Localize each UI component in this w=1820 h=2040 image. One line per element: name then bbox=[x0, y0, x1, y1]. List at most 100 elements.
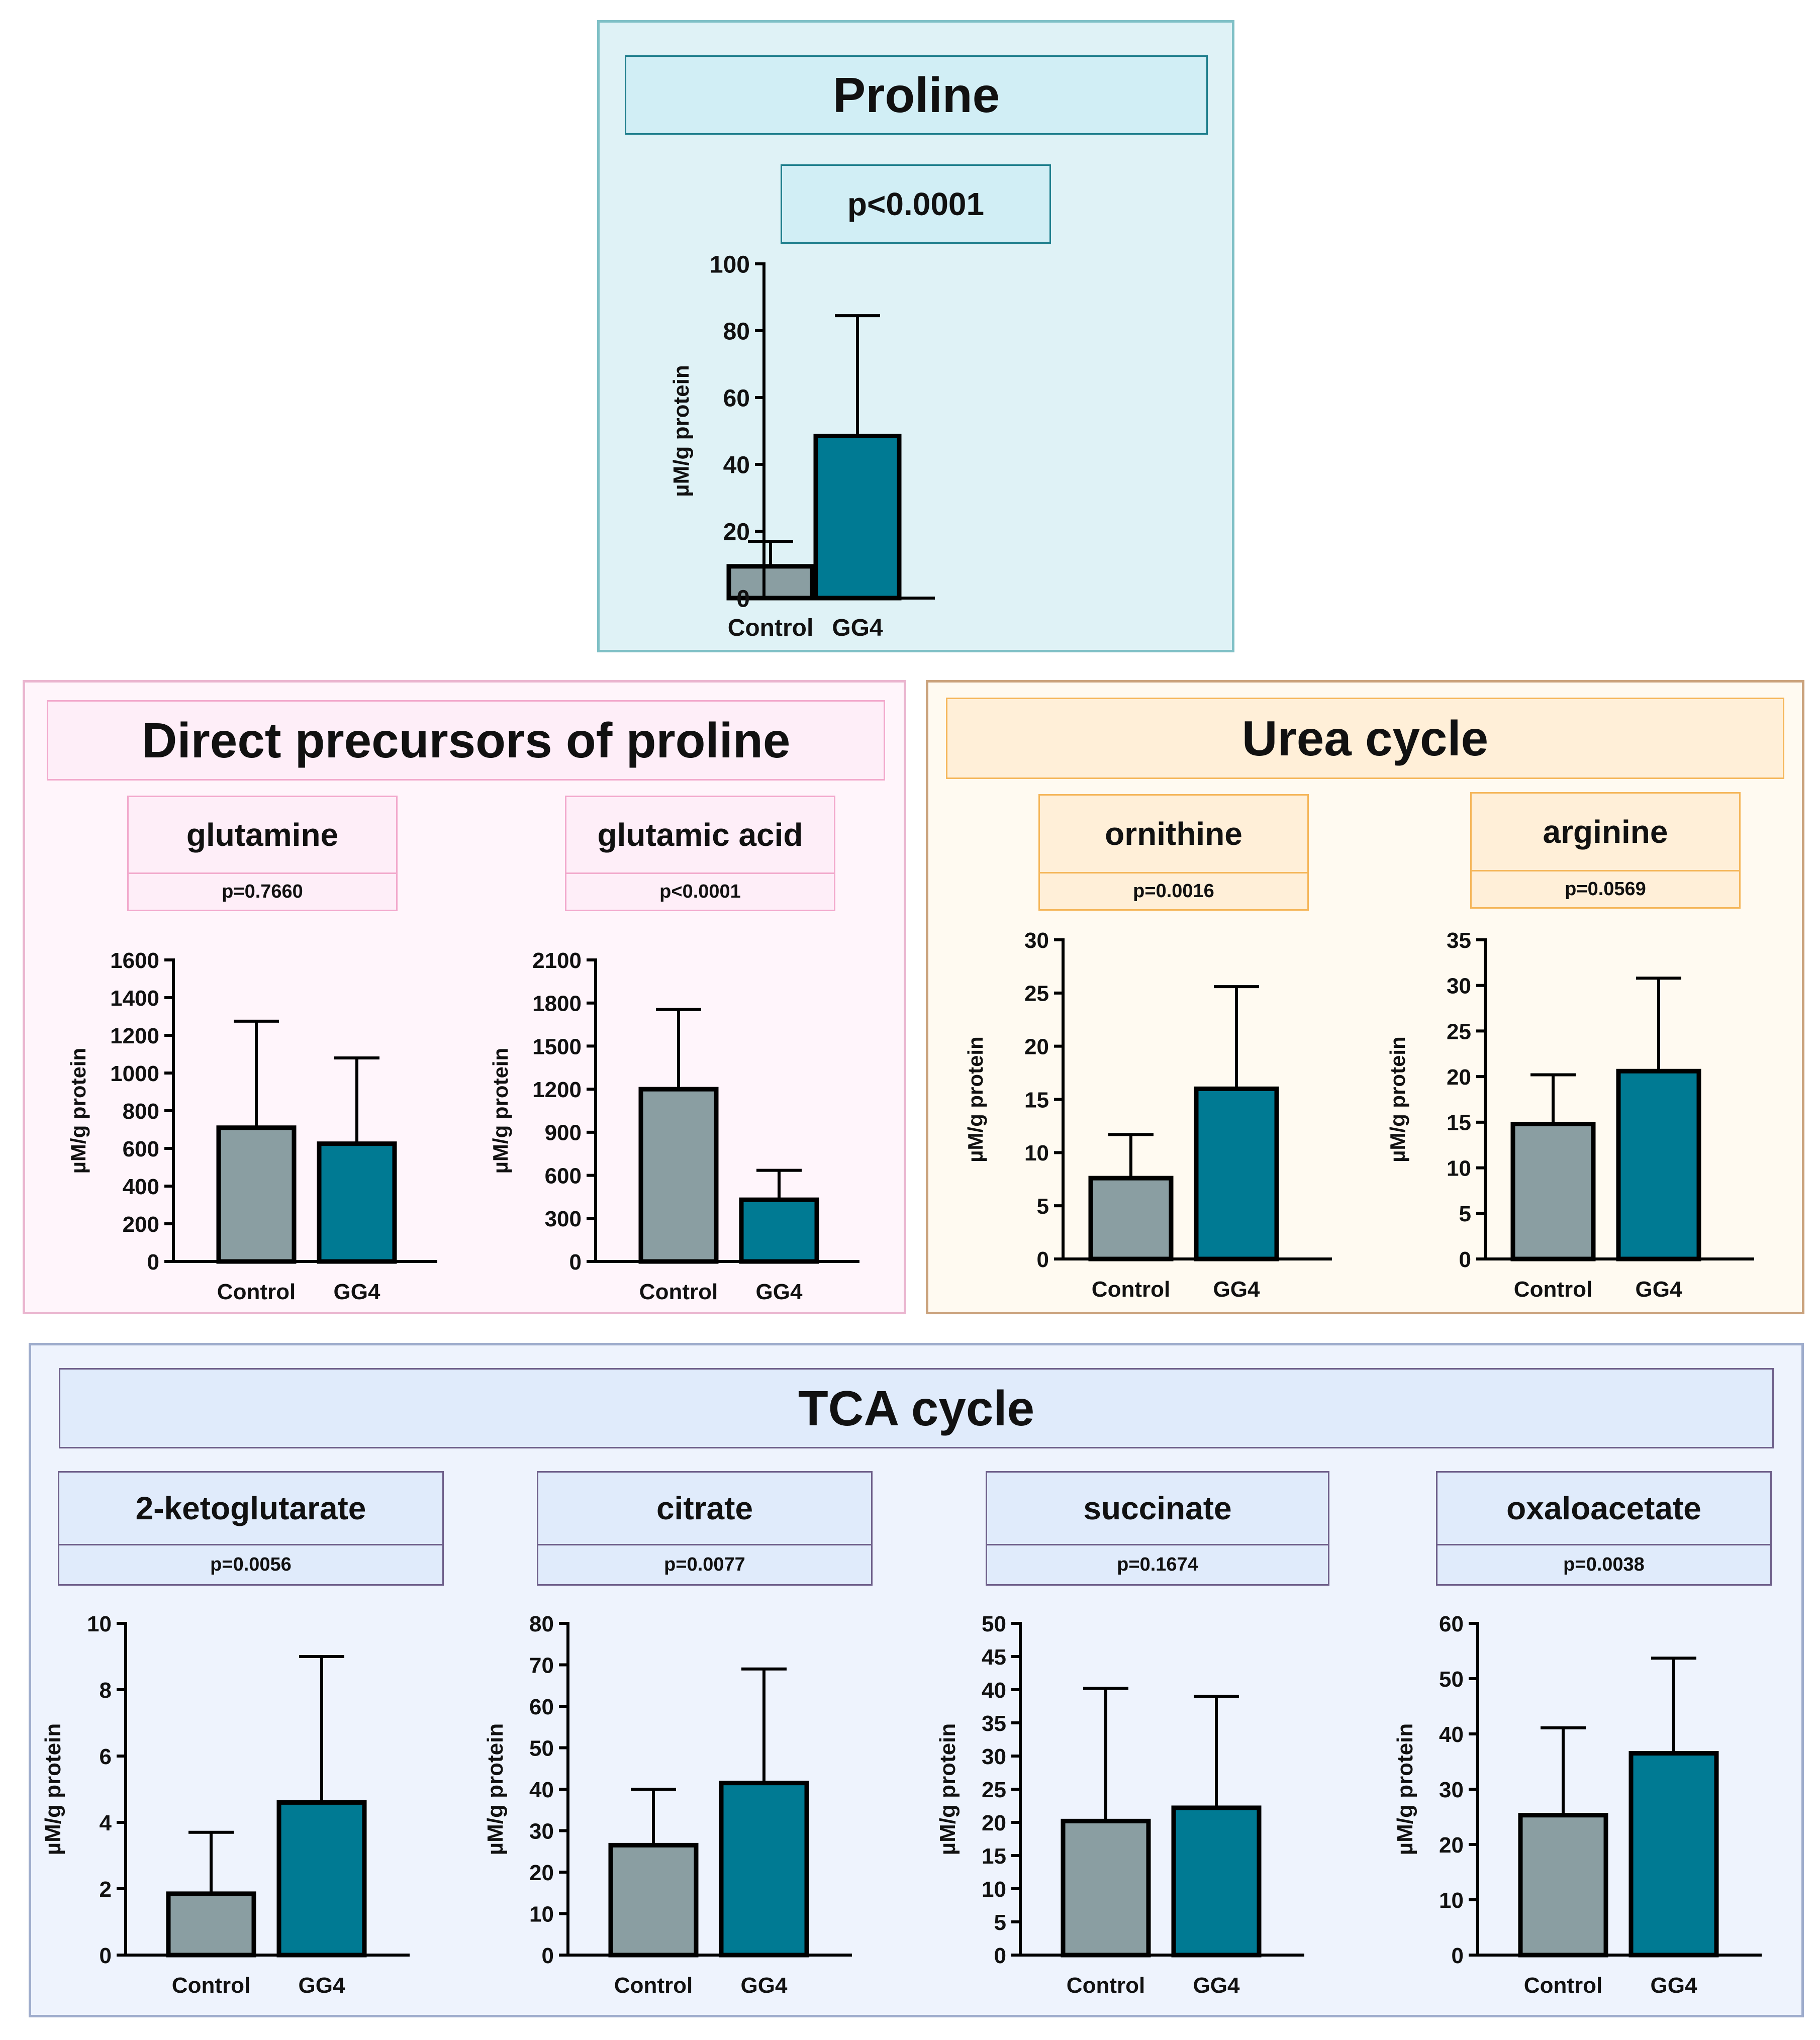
ornithine-x-tick-label: GG4 bbox=[1213, 1277, 1260, 1302]
2-ketoglutarate-header: 2-ketoglutarate p=0.0056 bbox=[58, 1471, 444, 1586]
glutamic-acid-bar-control bbox=[638, 1087, 719, 1264]
oxaloacetate-y-tick-label: 30 bbox=[1439, 1778, 1464, 1802]
glutamic-acid-y-tick-label: 900 bbox=[545, 1121, 582, 1145]
citrate-bar-control bbox=[608, 1842, 699, 1958]
succinate-y-tick-label: 15 bbox=[982, 1844, 1006, 1869]
2-ketoglutarate-x-tick-label: GG4 bbox=[299, 1973, 345, 1998]
proline-y-tick-label: 80 bbox=[723, 318, 750, 345]
succinate-y-tick-label: 40 bbox=[982, 1678, 1006, 1703]
succinate-y-tick-label: 5 bbox=[994, 1910, 1006, 1935]
glutamine-bar-gg4 bbox=[317, 1141, 397, 1264]
succinate-y-tick-label: 10 bbox=[982, 1877, 1006, 1902]
arginine-chart: Control GG4 0 5 10 15 20 25 30 35 µM/g protein bbox=[1386, 928, 1754, 1302]
citrate-y-tick-label: 20 bbox=[529, 1861, 554, 1885]
urea-section-title: Urea cycle bbox=[946, 698, 1784, 779]
proline-chart: Control GG4 0 20 40 60 80 100 µM/g protein bbox=[669, 251, 935, 641]
proline-y-tick-label: 0 bbox=[736, 586, 750, 612]
oxaloacetate-title: oxaloacetate bbox=[1506, 1490, 1701, 1526]
glutamine-p-value: p=0.7660 bbox=[129, 872, 396, 910]
glutamine-y-tick-label: 1400 bbox=[110, 986, 159, 1011]
glutamic-acid-y-tick-label: 2100 bbox=[532, 948, 582, 973]
succinate-bar-control bbox=[1061, 1818, 1151, 1958]
2-ketoglutarate-y-tick-label: 0 bbox=[100, 1944, 112, 1968]
glutamic-acid-chart: Control GG4 0 300 600 900 1200 1500 1800 2100 µM/g… bbox=[489, 948, 859, 1304]
proline-x-tick-label: GG4 bbox=[832, 615, 883, 641]
arginine-x-tick-label: GG4 bbox=[1636, 1277, 1682, 1302]
ornithine-title: ornithine bbox=[1105, 816, 1242, 852]
proline-y-tick-label: 100 bbox=[710, 251, 750, 278]
succinate-y-tick-label: 50 bbox=[982, 1612, 1006, 1636]
oxaloacetate-bar-gg4 bbox=[1629, 1751, 1719, 1958]
glutamic-acid-title: glutamic acid bbox=[597, 817, 803, 853]
citrate-y-tick-label: 40 bbox=[529, 1778, 554, 1802]
succinate-x-tick-label: GG4 bbox=[1193, 1973, 1240, 1998]
succinate-y-tick-label: 35 bbox=[982, 1711, 1006, 1736]
oxaloacetate-y-tick-label: 10 bbox=[1439, 1888, 1464, 1913]
2-ketoglutarate-chart: Control GG4 0 2 4 6 8 10 µM/g protein bbox=[41, 1612, 410, 1998]
succinate-y-tick-label: 45 bbox=[982, 1645, 1006, 1670]
arginine-bar-control bbox=[1510, 1121, 1596, 1261]
glutamine-chart: Control GG4 0 200 400 600 800 1000 1200 1400 1600 µ… bbox=[66, 948, 437, 1304]
ornithine-y-axis-label: µM/g protein bbox=[964, 1036, 987, 1162]
glutamic-acid-p-value: p<0.0001 bbox=[566, 872, 834, 910]
oxaloacetate-y-tick-label: 50 bbox=[1439, 1667, 1464, 1692]
citrate-y-tick-label: 10 bbox=[529, 1902, 554, 1926]
arginine-y-tick-label: 25 bbox=[1447, 1019, 1471, 1044]
citrate-y-axis-label: µM/g protein bbox=[483, 1723, 508, 1855]
arginine-bar-gg4 bbox=[1616, 1068, 1701, 1261]
citrate-y-tick-label: 30 bbox=[529, 1819, 554, 1843]
ornithine-y-tick-label: 5 bbox=[1037, 1194, 1049, 1219]
2-ketoglutarate-title: 2-ketoglutarate bbox=[135, 1490, 366, 1526]
oxaloacetate-p-value: p=0.0038 bbox=[1438, 1544, 1770, 1584]
proline-panel: Proline bbox=[597, 20, 1234, 652]
ornithine-y-tick-label: 0 bbox=[1037, 1247, 1049, 1272]
2-ketoglutarate-y-tick-label: 4 bbox=[100, 1811, 112, 1835]
arginine-y-axis-label: µM/g protein bbox=[1386, 1036, 1409, 1162]
oxaloacetate-y-tick-label: 0 bbox=[1452, 1944, 1464, 1968]
ornithine-header: ornithine p=0.0016 bbox=[1038, 794, 1309, 911]
citrate-title: citrate bbox=[656, 1490, 753, 1526]
oxaloacetate-y-tick-label: 20 bbox=[1439, 1833, 1464, 1858]
ornithine-p-value: p=0.0016 bbox=[1040, 872, 1307, 909]
glutamine-title: glutamine bbox=[186, 817, 339, 853]
glutamic-acid-bar-gg4 bbox=[739, 1197, 819, 1264]
arginine-y-tick-label: 10 bbox=[1447, 1156, 1471, 1181]
oxaloacetate-x-tick-label: GG4 bbox=[1651, 1973, 1697, 1998]
arginine-y-tick-label: 30 bbox=[1447, 974, 1471, 999]
glutamic-acid-y-tick-label: 1200 bbox=[532, 1078, 582, 1102]
ornithine-y-tick-label: 20 bbox=[1024, 1035, 1049, 1059]
arginine-title: arginine bbox=[1543, 814, 1668, 850]
precursors-section-title: Direct precursors of proline bbox=[47, 700, 885, 781]
ornithine-y-tick-label: 15 bbox=[1024, 1088, 1049, 1112]
glutamine-y-tick-label: 1200 bbox=[110, 1024, 159, 1048]
proline-y-tick-label: 60 bbox=[723, 385, 750, 412]
ornithine-bar-control bbox=[1088, 1176, 1174, 1261]
glutamine-y-tick-label: 800 bbox=[123, 1099, 159, 1124]
citrate-y-tick-label: 70 bbox=[529, 1653, 554, 1678]
ornithine-bar-gg4 bbox=[1194, 1086, 1279, 1261]
succinate-title: succinate bbox=[1083, 1490, 1232, 1526]
glutamic-acid-y-tick-label: 300 bbox=[545, 1207, 582, 1231]
glutamine-bar-control bbox=[216, 1125, 297, 1264]
proline-y-tick-label: 20 bbox=[723, 519, 750, 545]
2-ketoglutarate-y-axis-label: µM/g protein bbox=[41, 1723, 65, 1855]
oxaloacetate-y-tick-label: 40 bbox=[1439, 1722, 1464, 1747]
succinate-y-tick-label: 0 bbox=[994, 1944, 1006, 1968]
proline-x-tick-label: Control bbox=[728, 615, 814, 641]
proline-bar-gg4 bbox=[813, 433, 902, 601]
glutamic-acid-y-tick-label: 600 bbox=[545, 1163, 582, 1188]
2-ketoglutarate-y-tick-label: 10 bbox=[87, 1612, 112, 1636]
2-ketoglutarate-y-tick-label: 8 bbox=[100, 1678, 112, 1703]
oxaloacetate-x-tick-label: Control bbox=[1524, 1973, 1602, 1998]
proline-y-axis-label: µM/g protein bbox=[669, 365, 694, 497]
glutamine-y-tick-label: 1000 bbox=[110, 1061, 159, 1086]
arginine-p-value: p=0.0569 bbox=[1472, 870, 1739, 907]
arginine-y-tick-label: 5 bbox=[1459, 1202, 1471, 1226]
citrate-y-tick-label: 0 bbox=[542, 1944, 554, 1968]
proline-p-value: p<0.0001 bbox=[781, 164, 1051, 244]
tca-panel: TCA cycle bbox=[29, 1343, 1804, 2017]
glutamic-acid-y-tick-label: 1800 bbox=[532, 992, 582, 1016]
glutamic-acid-y-axis-label: µM/g protein bbox=[489, 1048, 512, 1174]
succinate-p-value: p=0.1674 bbox=[987, 1544, 1328, 1584]
glutamine-header: glutamine p=0.7660 bbox=[127, 796, 398, 911]
